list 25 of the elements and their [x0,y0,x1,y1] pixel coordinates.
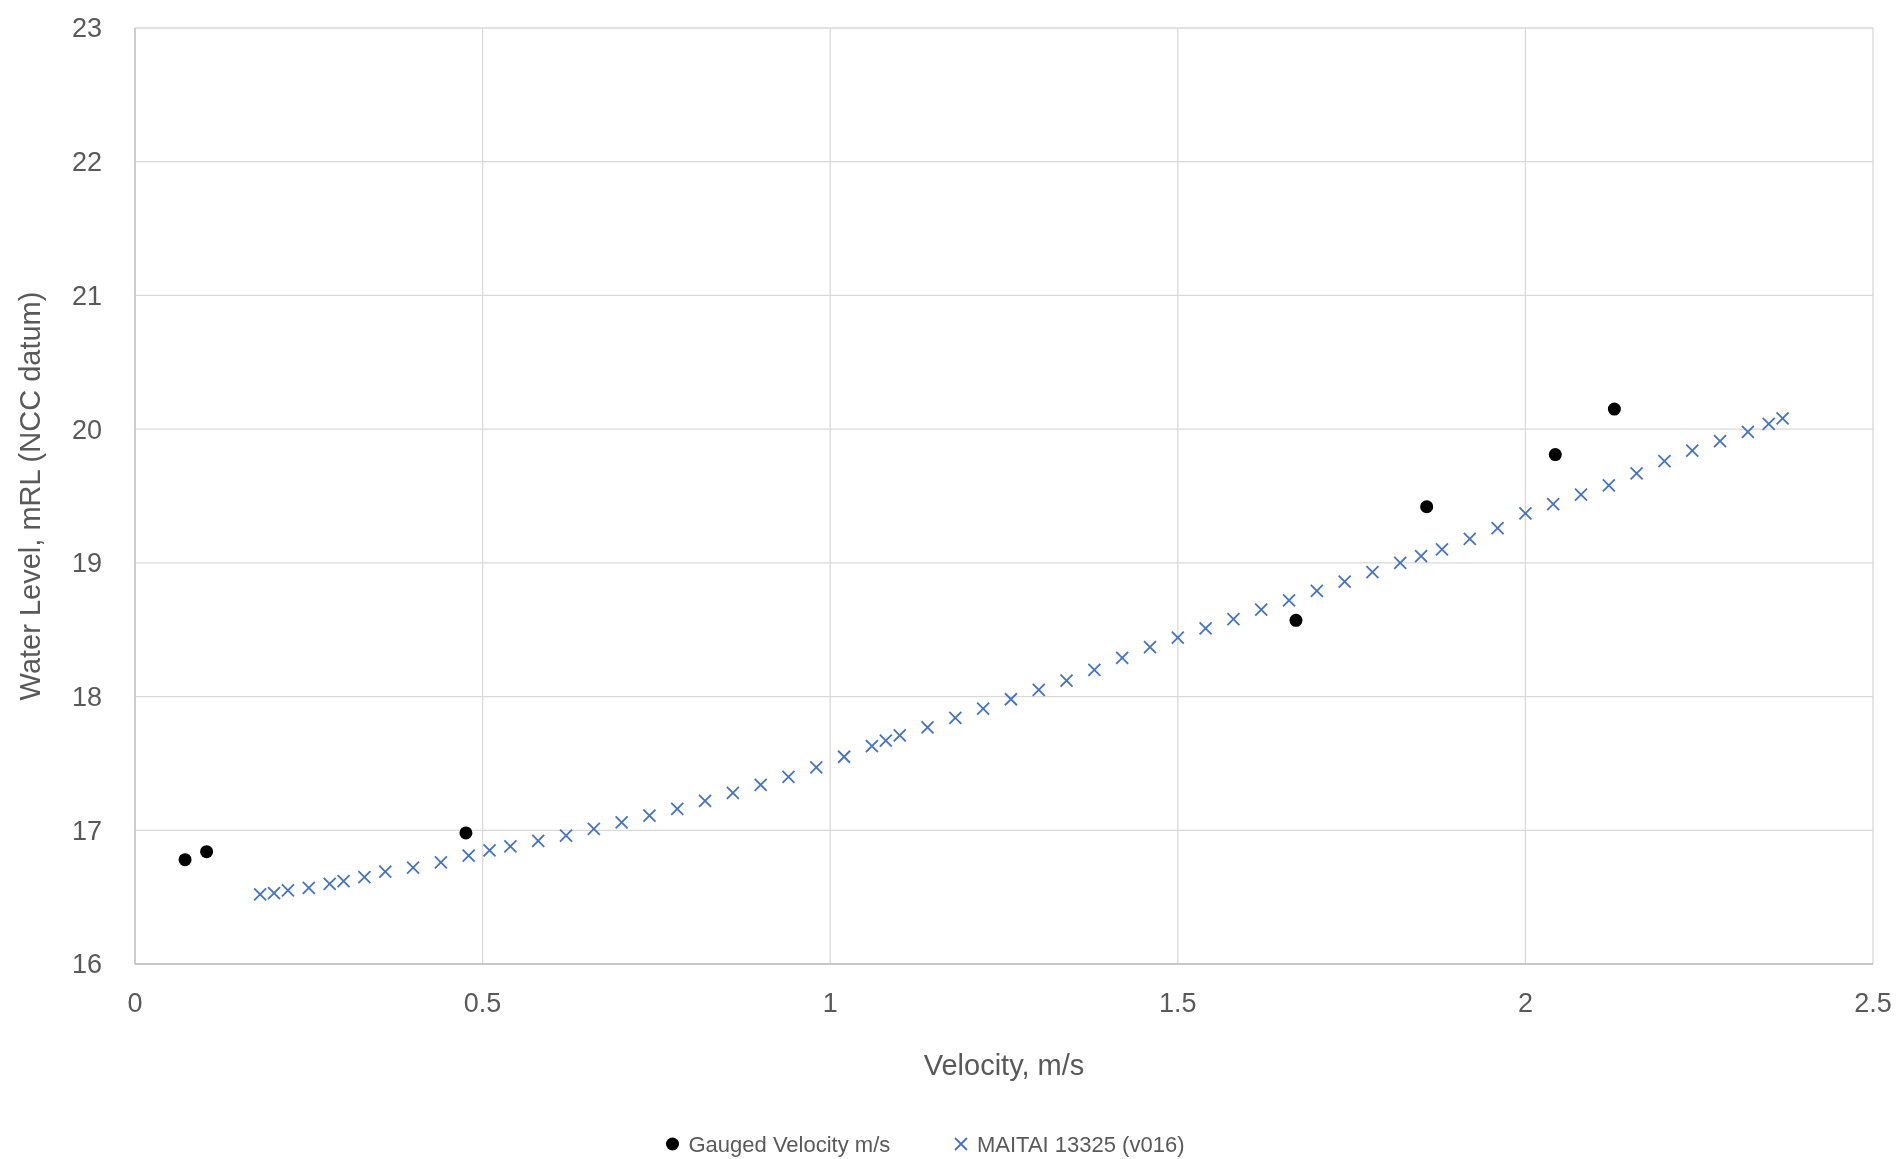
x-tick-label: 2.5 [1854,988,1892,1018]
y-tick-label: 23 [71,13,102,44]
point [1548,448,1562,462]
y-tick-label: 16 [71,949,102,980]
point [200,845,214,859]
point [178,853,192,867]
y-axis-title: Water Level, mRL (NCC datum) [14,291,46,701]
x-tick-label: 1 [822,988,838,1018]
x-tick-label: 1.5 [1159,988,1197,1018]
x-tick-label: 0 [127,988,143,1018]
y-tick-label: 22 [71,147,102,178]
point [1607,402,1621,416]
point [1420,500,1434,514]
legend-label: MAITAI 13325 (v016) [977,1131,1185,1157]
legend-label: Gauged Velocity m/s [688,1131,891,1157]
point [459,826,473,840]
x-tick-label: 2 [1517,988,1533,1018]
y-tick-label: 18 [71,682,102,713]
x-tick-label: 0.5 [463,988,502,1018]
y-tick-label: 19 [71,548,102,579]
point [1289,613,1303,627]
y-tick-label: 21 [71,280,102,311]
y-tick-label: 20 [71,414,102,445]
y-tick-label: 17 [71,815,102,846]
x-axis-title: Velocity, m/s [923,1049,1085,1081]
